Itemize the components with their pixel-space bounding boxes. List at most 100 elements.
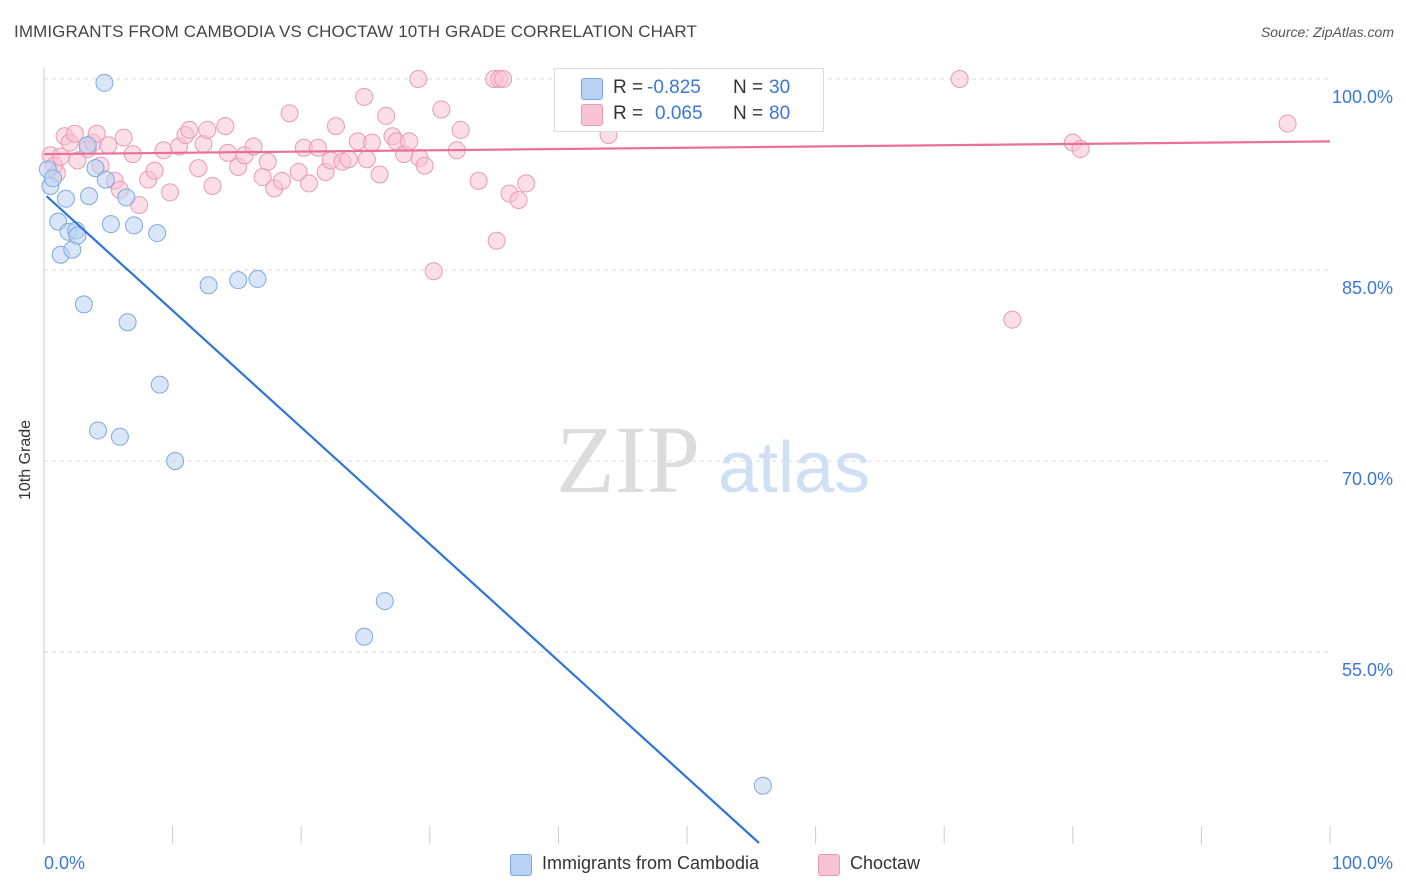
data-point-cambodia xyxy=(355,627,374,646)
watermark-atlas: atlas xyxy=(718,428,870,508)
data-point-choctaw xyxy=(180,120,199,139)
data-point-choctaw xyxy=(308,138,327,157)
data-point-choctaw xyxy=(280,104,299,123)
data-point-choctaw xyxy=(216,117,235,136)
legend-n-value: 80 xyxy=(769,103,791,124)
data-point-choctaw xyxy=(357,150,376,169)
data-point-choctaw xyxy=(432,100,451,119)
data-point-choctaw xyxy=(189,159,208,178)
data-point-choctaw xyxy=(99,136,118,155)
data-point-choctaw xyxy=(272,171,291,190)
data-point-choctaw xyxy=(68,151,87,170)
legend-n-value: 30 xyxy=(769,77,791,98)
legend-n-label: N = xyxy=(733,77,764,98)
y-axis-label-wrap: 10th Grade xyxy=(6,400,46,520)
data-point-choctaw xyxy=(355,87,374,106)
data-point-cambodia xyxy=(44,169,63,188)
legend-swatch-choctaw xyxy=(581,104,603,126)
data-point-choctaw xyxy=(299,174,318,193)
legend-n-label: N = xyxy=(733,103,764,124)
data-point-choctaw xyxy=(203,176,222,195)
data-point-cambodia xyxy=(110,427,129,446)
legend-label-choctaw: Choctaw xyxy=(850,853,921,873)
data-point-cambodia xyxy=(101,215,120,234)
data-point-cambodia xyxy=(117,188,136,207)
data-point-cambodia xyxy=(248,269,267,288)
data-point-choctaw xyxy=(289,162,308,181)
data-point-cambodia xyxy=(229,271,248,290)
data-point-cambodia xyxy=(86,159,105,178)
data-point-choctaw xyxy=(377,106,396,125)
legend-r-value: -0.825 xyxy=(647,77,701,98)
legend-row-cambodia: R = -0.825 N = 30 xyxy=(555,75,823,101)
data-point-choctaw xyxy=(65,124,84,143)
data-point-cambodia xyxy=(148,224,167,243)
legend-r-label: R = xyxy=(613,103,644,124)
data-point-cambodia xyxy=(150,375,169,394)
data-point-choctaw xyxy=(487,231,506,250)
legend-swatch-cambodia xyxy=(581,78,603,100)
data-point-choctaw xyxy=(400,132,419,151)
data-point-choctaw xyxy=(469,171,488,190)
trend-line-choctaw xyxy=(43,140,1331,156)
data-point-choctaw xyxy=(950,70,969,88)
data-point-cambodia xyxy=(753,776,772,795)
data-point-choctaw xyxy=(161,183,180,202)
data-point-cambodia xyxy=(118,313,137,332)
data-point-cambodia xyxy=(125,216,144,235)
data-point-choctaw xyxy=(51,147,70,166)
data-point-choctaw xyxy=(517,174,536,193)
data-point-cambodia xyxy=(80,187,99,206)
axes-layer xyxy=(43,68,1331,844)
chart-title: IMMIGRANTS FROM CAMBODIA VS CHOCTAW 10TH… xyxy=(14,22,697,41)
legend-r-label: R = xyxy=(613,77,644,98)
legend-label-cambodia: Immigrants from Cambodia xyxy=(542,853,760,873)
y-tick-label: 55.0% xyxy=(1342,660,1393,680)
data-point-choctaw xyxy=(451,120,470,139)
data-point-choctaw xyxy=(1003,310,1022,329)
y-tick-label: 70.0% xyxy=(1342,469,1393,489)
legend-swatch-choctaw xyxy=(818,854,840,876)
data-point-choctaw xyxy=(424,262,443,281)
y-tick-label: 85.0% xyxy=(1342,278,1393,298)
x-tick-label: 100.0% xyxy=(1332,853,1393,873)
data-point-cambodia xyxy=(95,73,114,92)
data-point-cambodia xyxy=(166,452,185,470)
y-axis-label: 10th Grade xyxy=(17,419,34,501)
data-point-choctaw xyxy=(258,152,277,171)
x-tick-label: 0.0% xyxy=(44,853,85,873)
stats-legend: R = -0.825 N = 30 R = 0.065 N = 80 xyxy=(554,68,824,132)
legend-swatch-cambodia xyxy=(510,854,532,876)
y-tick-label: 100.0% xyxy=(1332,87,1393,107)
data-point-choctaw xyxy=(154,141,173,160)
watermark: ZIP atlas xyxy=(556,406,870,513)
data-point-choctaw xyxy=(494,70,513,88)
data-point-cambodia xyxy=(74,295,93,314)
data-point-cambodia xyxy=(375,592,394,611)
data-point-choctaw xyxy=(326,117,345,136)
data-point-choctaw xyxy=(145,161,164,180)
tick-labels: 100.0% 85.0% 70.0% 55.0% 0.0% 100.0% xyxy=(44,87,1393,873)
legend-item-cambodia[interactable]: Immigrants from Cambodia xyxy=(510,850,810,878)
watermark-zip: ZIP xyxy=(556,406,700,513)
data-point-cambodia xyxy=(96,170,115,189)
data-point-cambodia xyxy=(89,421,108,440)
data-point-choctaw xyxy=(362,133,381,152)
data-point-choctaw xyxy=(370,165,389,184)
data-point-choctaw xyxy=(409,70,428,88)
data-point-cambodia xyxy=(199,276,218,295)
legend-r-value: 0.065 xyxy=(655,103,703,124)
data-point-cambodia xyxy=(68,226,87,245)
source-label: Source: ZipAtlas.com xyxy=(1260,24,1394,40)
data-point-choctaw xyxy=(509,190,528,209)
data-point-choctaw xyxy=(415,156,434,175)
trend-layer xyxy=(43,140,1331,844)
data-point-choctaw xyxy=(339,150,358,169)
data-point-choctaw xyxy=(1278,114,1297,133)
data-point-choctaw xyxy=(198,120,217,139)
legend-item-choctaw[interactable]: Choctaw xyxy=(818,850,958,878)
data-point-cambodia xyxy=(56,189,75,208)
legend-row-choctaw: R = 0.065 N = 80 xyxy=(555,101,823,127)
data-point-choctaw xyxy=(244,137,263,156)
